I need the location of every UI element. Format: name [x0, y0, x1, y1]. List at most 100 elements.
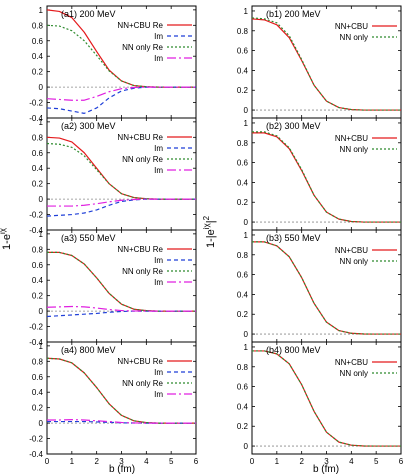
panel-title: (a4) 800 MeV: [61, 345, 116, 355]
x-tick-label: 4: [349, 457, 354, 466]
panel-a1: -0.4 -0.2 0 0.2 0.4 0.6 0.8 1 (a1) 200 MeVNN+CBU…: [29, 5, 197, 123]
x-tick-label: 0: [250, 457, 255, 466]
legend-entry-label: NN only Re: [122, 267, 163, 276]
y-tick-label: 0.2: [32, 68, 44, 77]
panel-title: (b3) 550 MeV: [266, 233, 321, 243]
panel-title: (a2) 300 MeV: [61, 121, 116, 131]
y-tick-label: 0.6: [237, 47, 249, 56]
series-line-3: [46, 24, 196, 88]
x-tick-label: 2: [94, 457, 99, 466]
y-tick-label: 0: [39, 419, 44, 428]
plot-frame: [251, 229, 402, 343]
series-line-1: [252, 241, 401, 335]
legend-entry-label: Im: [154, 144, 163, 153]
series-line-1: [46, 357, 196, 424]
legend-entry-label: Im: [154, 32, 163, 41]
x-tick-label: 0: [45, 457, 50, 466]
y-tick-label: 1: [244, 343, 249, 352]
panel-a2: -0.4 -0.2 0 0.2 0.4 0.6 0.8 1 (a2) 300 MeVNN+CBU…: [29, 117, 197, 235]
y-tick-label: 0.8: [237, 27, 249, 36]
legend-entry-label: Im: [154, 278, 163, 287]
y-tick-label: 0: [244, 106, 249, 115]
x-tick-label: 6: [194, 457, 199, 466]
series-line-4: [46, 305, 196, 312]
y-tick-label: -0.2: [29, 435, 43, 444]
y-tick-label: -0.4: [29, 338, 43, 347]
legend-entry-label: NN+CBU Re: [117, 357, 163, 366]
y-tick-label: 0.6: [32, 373, 44, 382]
x-tick-label: 3: [324, 457, 329, 466]
legend-entry-label: Im: [154, 390, 163, 399]
legend-entry-label: Im: [154, 166, 163, 175]
legend-entry-label: NN+CBU Re: [117, 21, 163, 30]
plot-frame: [251, 117, 402, 231]
y-tick-label: 0.6: [237, 383, 249, 392]
y-tick-label: 1: [244, 119, 249, 128]
y-tick-label: 1: [244, 7, 249, 16]
legend-entry-label: NN+CBU: [335, 358, 368, 367]
panel-title: (b1) 200 MeV: [266, 9, 321, 19]
y-tick-label: 0.6: [32, 37, 44, 46]
plot-frame: [251, 341, 402, 455]
y-tick-label: 0: [244, 330, 249, 339]
y-tick-label: 0: [39, 307, 44, 316]
y-tick-label: 0.4: [237, 290, 249, 299]
y-tick-label: 0.4: [237, 402, 249, 411]
series-line-2: [252, 131, 401, 223]
legend-entry-label: NN only Re: [122, 43, 163, 52]
y-tick-label: 0.8: [32, 133, 44, 142]
y-tick-label: 0.4: [32, 164, 44, 173]
y-tick-label: 0.8: [32, 245, 44, 254]
y-tick-label: 0.8: [237, 251, 249, 260]
x-tick-label: 5: [169, 457, 174, 466]
x-tick-label: 1: [275, 457, 280, 466]
y-tick-label: 1: [39, 118, 44, 127]
legend-entry-label: NN only Re: [122, 155, 163, 164]
y-tick-label: 1: [39, 230, 44, 239]
right-y-axis-label: 1-|eiχ|2: [202, 215, 217, 248]
y-tick-label: 0.4: [237, 178, 249, 187]
left-x-axis-label: b (fm): [109, 464, 135, 475]
series-line-1: [252, 350, 401, 447]
y-tick-label: 0.2: [32, 180, 44, 189]
y-tick-label: 0.8: [237, 139, 249, 148]
y-tick-label: 0.2: [237, 86, 249, 95]
legend-entry-label: NN+CBU: [335, 246, 368, 255]
series-line-2: [46, 198, 196, 217]
legend-entry-label: Im: [154, 256, 163, 265]
panel-title: (b4) 800 MeV: [266, 345, 321, 355]
y-tick-label: -0.4: [29, 114, 43, 123]
legend-entry-label: Im: [154, 54, 163, 63]
series-line-2: [46, 310, 196, 318]
y-tick-label: -0.4: [29, 450, 43, 459]
series-line-3: [46, 357, 196, 424]
y-tick-label: 0.6: [32, 261, 44, 270]
y-tick-label: 0.6: [32, 149, 44, 158]
y-tick-label: 0.4: [237, 66, 249, 75]
right-x-axis-label: b (fm): [313, 464, 339, 475]
panel-a4: -0.4 -0.2 0 0.2 0.4 0.6 0.8 1 0 1 2 3 4 5 6 (a4) 800 Me…: [29, 341, 199, 466]
panel-title: (a3) 550 MeV: [61, 233, 116, 243]
y-tick-label: 0.6: [237, 159, 249, 168]
y-tick-label: -0.2: [29, 99, 43, 108]
y-tick-label: 0.2: [237, 310, 249, 319]
y-tick-label: 0.4: [32, 52, 44, 61]
y-tick-label: 1: [39, 342, 44, 351]
series-line-2: [47, 420, 196, 424]
y-tick-label: -0.2: [29, 211, 43, 220]
y-tick-label: 0.8: [237, 363, 249, 372]
series-line-1: [46, 136, 196, 200]
y-tick-label: -0.4: [29, 226, 43, 235]
y-tick-label: 0.6: [237, 271, 249, 280]
series-line-2: [252, 241, 401, 335]
y-tick-label: 0.2: [32, 292, 44, 301]
legend-entry-label: Im: [154, 368, 163, 377]
y-tick-label: 0: [39, 83, 44, 92]
legend-entry-label: NN only: [340, 257, 368, 266]
y-tick-label: -0.2: [29, 323, 43, 332]
panel-b3: 0 0.2 0.4 0.6 0.8 1 (b3) 550 MeV NN+CBU NN only: [237, 229, 402, 343]
legend-entry-label: NN+CBU: [335, 22, 368, 31]
legend-entry-label: NN only: [340, 369, 368, 378]
panel-b2: 0 0.2 0.4 0.6 0.8 1 (b2) 300 MeV NN+CBU NN only: [237, 117, 402, 231]
y-tick-label: 0.2: [237, 198, 249, 207]
